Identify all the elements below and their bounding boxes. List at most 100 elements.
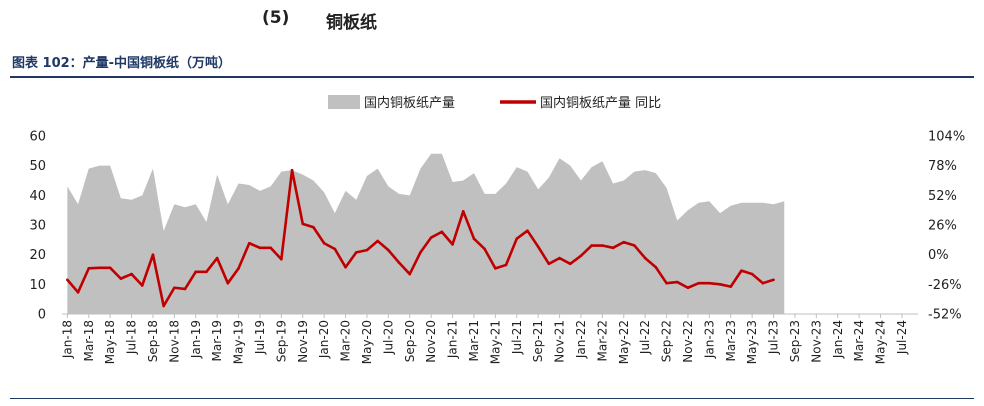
- x-axis-tick-label: Mar-18: [82, 320, 96, 361]
- line-point: [708, 281, 711, 285]
- line-point: [108, 266, 112, 270]
- line-point: [761, 281, 765, 285]
- x-axis-tick-label: Jul-24: [895, 320, 909, 355]
- line-point: [290, 168, 294, 172]
- line-point: [226, 281, 230, 285]
- x-axis-tick-label: Jan-20: [317, 320, 331, 359]
- line-point: [419, 251, 422, 254]
- x-axis-tick-label: Sep-19: [274, 320, 288, 362]
- x-axis-tick-label: Mar-21: [467, 320, 481, 361]
- line-point: [601, 244, 604, 247]
- right-axis-tick-label: 0%: [928, 248, 949, 263]
- line-point: [579, 254, 583, 258]
- line-point: [365, 248, 369, 252]
- line-point: [194, 270, 198, 274]
- line-point: [472, 237, 476, 240]
- line-point: [151, 253, 155, 256]
- line-point: [87, 267, 91, 270]
- line-point: [718, 283, 722, 286]
- line-point: [333, 247, 337, 251]
- line-point: [515, 237, 519, 240]
- x-axis: Jan-18 Mar-18 May-18 Jul-18 Sep-18 Nov-18 Jan-…: [60, 313, 918, 364]
- line-point: [440, 230, 444, 234]
- x-axis-tick-label: Sep-23: [788, 320, 802, 362]
- x-axis-tick-label: Nov-22: [681, 320, 695, 363]
- line-point: [633, 244, 636, 247]
- left-axis-tick-label: 40: [29, 189, 46, 204]
- left-axis-tick-label: 30: [29, 219, 46, 234]
- x-axis-tick-label: May-22: [617, 320, 631, 364]
- x-axis-tick-label: Sep-21: [531, 320, 545, 362]
- line-point: [665, 281, 668, 285]
- line-point: [280, 257, 283, 261]
- legend-line-label: 国内铜板纸产量 同比: [540, 95, 661, 111]
- left-axis-tick-label: 60: [29, 130, 46, 145]
- left-axis-tick-label: 0: [38, 308, 46, 323]
- x-axis-tick-label: Mar-23: [724, 320, 738, 361]
- x-axis-tick-label: Sep-20: [403, 320, 417, 362]
- x-axis-tick-label: Jan-18: [60, 320, 74, 359]
- line-point: [140, 284, 144, 287]
- right-axis-tick-label: 26%: [928, 219, 957, 234]
- line-point: [408, 272, 412, 276]
- line-point: [247, 241, 251, 245]
- right-axis: -52% -26% 0% 26% 52% 78% 104%: [928, 130, 965, 323]
- line-point: [66, 278, 69, 282]
- line-point: [215, 256, 219, 260]
- line-point: [611, 246, 615, 250]
- line-point: [119, 277, 123, 280]
- title-rule: [10, 76, 974, 78]
- x-axis-tick-label: Jul-22: [638, 320, 652, 355]
- line-point: [750, 272, 754, 276]
- section-title: 铜板纸: [326, 13, 377, 33]
- line-point: [301, 222, 305, 226]
- line-point: [568, 262, 572, 266]
- x-axis-tick-label: Mar-20: [339, 320, 353, 361]
- x-axis-tick-label: May-23: [745, 320, 759, 364]
- x-axis-tick-label: Jul-18: [125, 320, 139, 355]
- line-point: [258, 246, 262, 250]
- line-point: [772, 278, 775, 282]
- plot-area: [66, 153, 785, 314]
- line-point: [451, 243, 454, 246]
- bottom-rule: [10, 398, 974, 399]
- figure-title: 图表 102：产量-中国铜板纸（万吨）: [12, 56, 232, 71]
- right-axis-tick-label: 52%: [928, 189, 957, 204]
- line-point: [558, 256, 561, 260]
- x-axis-tick-label: Mar-22: [595, 320, 609, 361]
- line-point: [536, 245, 540, 248]
- x-axis-tick-label: May-18: [103, 320, 117, 364]
- line-point: [322, 241, 326, 245]
- x-axis-tick-label: Jan-22: [574, 320, 588, 359]
- line-point: [312, 225, 315, 229]
- x-axis-tick-label: May-24: [874, 320, 888, 364]
- line-point: [590, 244, 593, 247]
- right-axis-tick-label: -26%: [928, 278, 962, 293]
- right-axis-tick-label: 78%: [928, 159, 957, 174]
- line-point: [504, 263, 508, 267]
- line-point: [162, 304, 165, 308]
- line-point: [675, 280, 679, 284]
- line-point: [622, 240, 626, 244]
- section-number: (5): [262, 8, 290, 28]
- left-axis: 0 10 20 30 40 50 60: [29, 130, 46, 323]
- x-axis-tick-label: Mar-19: [210, 320, 224, 361]
- legend-area-label: 国内铜板纸产量: [364, 95, 455, 111]
- line-point: [526, 229, 529, 233]
- x-axis-tick-label: May-21: [488, 320, 502, 364]
- right-axis-tick-label: 104%: [928, 130, 965, 145]
- line-point: [376, 239, 379, 243]
- x-axis-tick-label: May-20: [360, 320, 374, 364]
- line-point: [654, 265, 658, 269]
- line-point: [387, 248, 390, 252]
- line-point: [397, 261, 401, 264]
- x-axis-tick-label: Sep-18: [146, 320, 160, 362]
- x-axis-tick-label: Jul-20: [381, 320, 395, 355]
- line-point: [354, 251, 358, 254]
- line-point: [429, 236, 433, 239]
- x-axis-tick-label: Nov-19: [296, 320, 310, 363]
- x-axis-tick-label: Jan-24: [831, 320, 845, 359]
- legend: 国内铜板纸产量 国内铜板纸产量 同比: [328, 95, 661, 111]
- line-point: [686, 286, 690, 290]
